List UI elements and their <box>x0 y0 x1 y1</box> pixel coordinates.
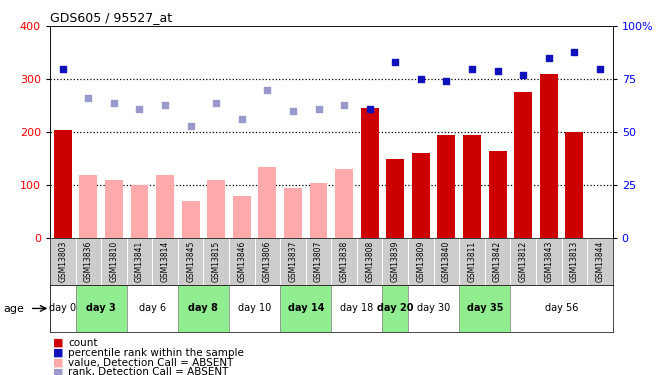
Bar <box>182 201 200 238</box>
Bar <box>75 285 127 332</box>
Text: ■: ■ <box>53 338 64 348</box>
Text: GSM13838: GSM13838 <box>340 240 348 282</box>
Point <box>160 102 170 108</box>
Bar <box>284 188 302 238</box>
Bar <box>229 285 280 332</box>
Text: GSM13807: GSM13807 <box>314 240 323 282</box>
Point <box>134 106 145 112</box>
Bar <box>310 183 328 238</box>
Text: day 6: day 6 <box>139 303 166 313</box>
Text: GSM13814: GSM13814 <box>161 240 170 282</box>
Bar <box>280 285 331 332</box>
Point <box>543 55 554 61</box>
Bar <box>258 166 276 238</box>
Text: ■: ■ <box>53 368 64 375</box>
Bar <box>233 196 251 238</box>
Text: GSM13815: GSM13815 <box>212 240 220 282</box>
Bar <box>489 151 507 238</box>
Bar <box>50 285 75 332</box>
Bar <box>361 108 379 238</box>
Text: day 0: day 0 <box>49 303 77 313</box>
Text: GSM13845: GSM13845 <box>186 240 195 282</box>
Text: GSM13809: GSM13809 <box>416 240 426 282</box>
Point <box>364 106 375 112</box>
Text: ■: ■ <box>53 348 64 358</box>
Text: GSM13839: GSM13839 <box>391 240 400 282</box>
Point <box>441 78 452 84</box>
Text: rank, Detection Call = ABSENT: rank, Detection Call = ABSENT <box>68 368 228 375</box>
Text: GSM13842: GSM13842 <box>493 240 502 282</box>
Point <box>185 123 196 129</box>
Text: GSM13844: GSM13844 <box>595 240 605 282</box>
Point <box>288 108 298 114</box>
Text: GSM13803: GSM13803 <box>58 240 67 282</box>
Text: GSM13840: GSM13840 <box>442 240 451 282</box>
Point <box>109 99 119 105</box>
Text: day 56: day 56 <box>545 303 578 313</box>
Bar <box>408 285 460 332</box>
Text: day 30: day 30 <box>417 303 450 313</box>
Point <box>569 49 579 55</box>
Point <box>83 95 94 101</box>
Point <box>339 102 350 108</box>
Text: GSM13837: GSM13837 <box>288 240 298 282</box>
Text: day 8: day 8 <box>188 303 218 313</box>
Bar <box>382 285 408 332</box>
Point <box>518 72 529 78</box>
Text: day 35: day 35 <box>467 303 503 313</box>
Bar <box>207 180 225 238</box>
Bar <box>331 285 382 332</box>
Text: GSM13841: GSM13841 <box>135 240 144 282</box>
Text: value, Detection Call = ABSENT: value, Detection Call = ABSENT <box>68 358 233 368</box>
Bar <box>565 132 583 238</box>
Bar <box>131 185 149 238</box>
Bar <box>386 159 404 238</box>
Text: GSM13813: GSM13813 <box>570 240 579 282</box>
Bar <box>156 175 174 238</box>
Bar <box>412 153 430 238</box>
Point <box>211 99 222 105</box>
Text: GSM13843: GSM13843 <box>544 240 553 282</box>
Text: GSM13808: GSM13808 <box>365 240 374 282</box>
Bar <box>54 129 72 238</box>
Bar <box>127 285 178 332</box>
Point <box>262 87 272 93</box>
Text: GSM13810: GSM13810 <box>109 240 119 282</box>
Text: age: age <box>3 304 24 314</box>
Point <box>236 117 247 123</box>
Text: GSM13836: GSM13836 <box>84 240 93 282</box>
Point <box>313 106 324 112</box>
Bar <box>335 169 353 238</box>
Text: day 14: day 14 <box>288 303 324 313</box>
Text: GSM13846: GSM13846 <box>237 240 246 282</box>
Bar <box>460 285 510 332</box>
Point <box>390 59 401 65</box>
Bar <box>463 135 481 238</box>
Bar <box>438 135 456 238</box>
Text: GSM13812: GSM13812 <box>519 240 527 282</box>
Point <box>57 66 68 72</box>
Text: day 3: day 3 <box>86 303 116 313</box>
Bar <box>510 285 613 332</box>
Text: GSM13811: GSM13811 <box>468 240 477 282</box>
Text: day 10: day 10 <box>238 303 271 313</box>
Bar <box>540 74 557 238</box>
Bar <box>178 285 229 332</box>
Bar <box>105 180 123 238</box>
Point <box>467 66 478 72</box>
Text: count: count <box>68 338 97 348</box>
Bar <box>514 93 532 238</box>
Text: GDS605 / 95527_at: GDS605 / 95527_at <box>50 11 172 24</box>
Point <box>416 76 426 82</box>
Text: GSM13806: GSM13806 <box>263 240 272 282</box>
Text: day 18: day 18 <box>340 303 374 313</box>
Text: percentile rank within the sample: percentile rank within the sample <box>68 348 244 358</box>
Bar <box>79 175 97 238</box>
Point <box>492 68 503 74</box>
Text: ■: ■ <box>53 358 64 368</box>
Point <box>595 66 605 72</box>
Text: day 20: day 20 <box>377 303 414 313</box>
